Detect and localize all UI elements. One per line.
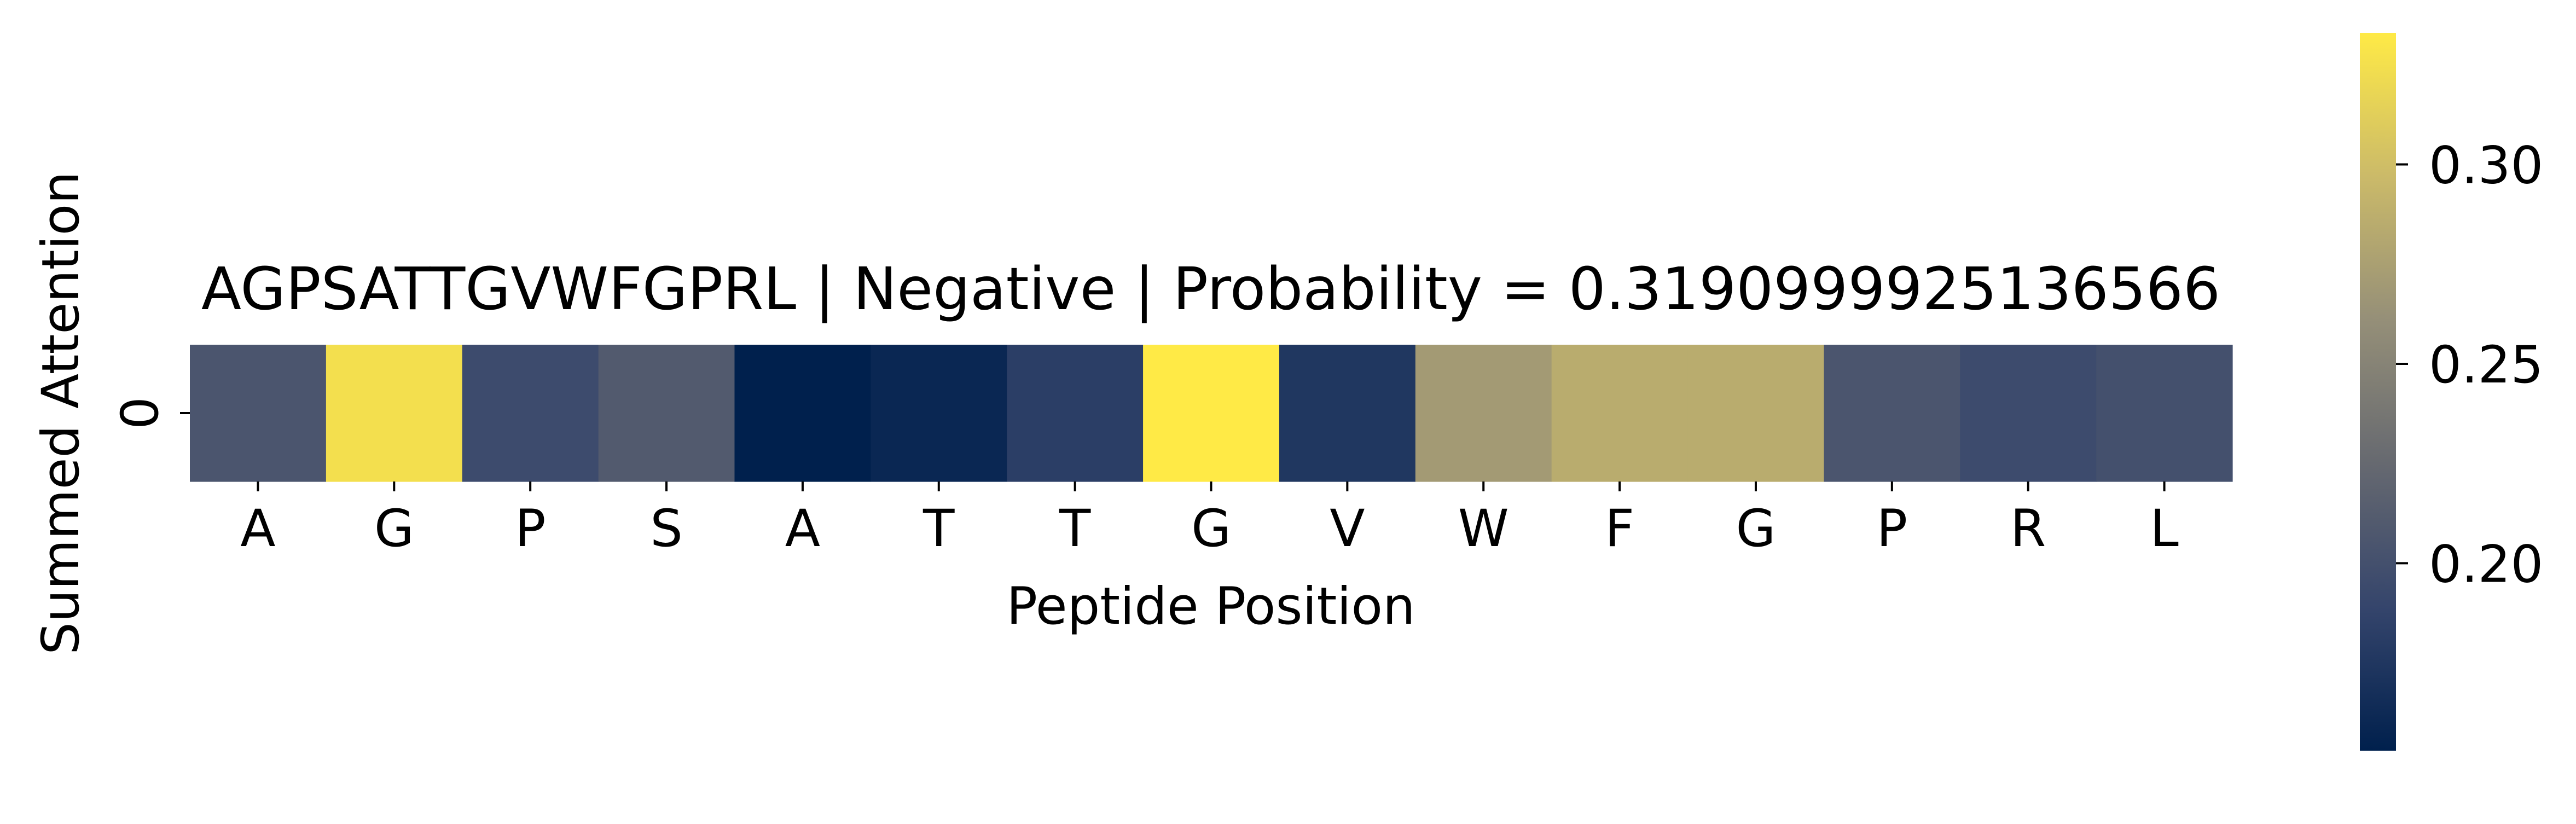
x-axis-label: Peptide Position [1006, 577, 1415, 636]
x-tick-label: W [1458, 499, 1509, 559]
heatmap-cell [598, 345, 735, 482]
colorbar-tick-label: 0.20 [2429, 535, 2543, 594]
y-axis-ticks: 0 [111, 397, 190, 430]
heatmap-cell [1960, 345, 2097, 482]
heatmap-cell [1007, 345, 1144, 482]
x-tick-label: F [1605, 499, 1634, 559]
colorbar-ticks: 0.20 0.25 0.30 [2396, 136, 2543, 594]
heatmap-cell [1824, 345, 1960, 482]
x-tick-label: G [374, 499, 414, 559]
heatmap-cell [1687, 345, 1824, 482]
heatmap-cell [734, 345, 871, 482]
x-tick-label: A [240, 499, 275, 559]
heatmap-cell [1143, 345, 1280, 482]
y-axis-label: Summed Attention [31, 171, 91, 655]
colorbar-tick-label: 0.25 [2429, 335, 2543, 395]
colorbar-tick-label: 0.30 [2429, 136, 2543, 196]
x-tick-label: T [1059, 499, 1091, 559]
x-tick-label: R [2010, 499, 2046, 559]
x-tick-label: S [650, 499, 683, 559]
heatmap-cell [2096, 345, 2233, 482]
x-tick-label: V [1330, 499, 1365, 559]
heatmap-cell [326, 345, 463, 482]
x-tick-label: T [923, 499, 955, 559]
heatmap-cell [1279, 345, 1416, 482]
heatmap-cell [462, 345, 599, 482]
y-tick-label: 0 [111, 397, 170, 430]
heatmap-cell [1415, 345, 1552, 482]
x-tick-label: A [785, 499, 820, 559]
heatmap-cells [190, 345, 2233, 482]
x-tick-label: P [1876, 499, 1907, 559]
x-tick-label: P [515, 499, 546, 559]
x-tick-label: G [1736, 499, 1776, 559]
x-tick-label: G [1191, 499, 1231, 559]
chart-title: AGPSATTGVWFGPRL | Negative | Probability… [201, 256, 2220, 323]
x-tick-label: L [2150, 499, 2178, 559]
heatmap-cell [190, 345, 327, 482]
heatmap-cell [1551, 345, 1689, 482]
heatmap-cell [871, 345, 1007, 482]
colorbar [2360, 33, 2396, 751]
